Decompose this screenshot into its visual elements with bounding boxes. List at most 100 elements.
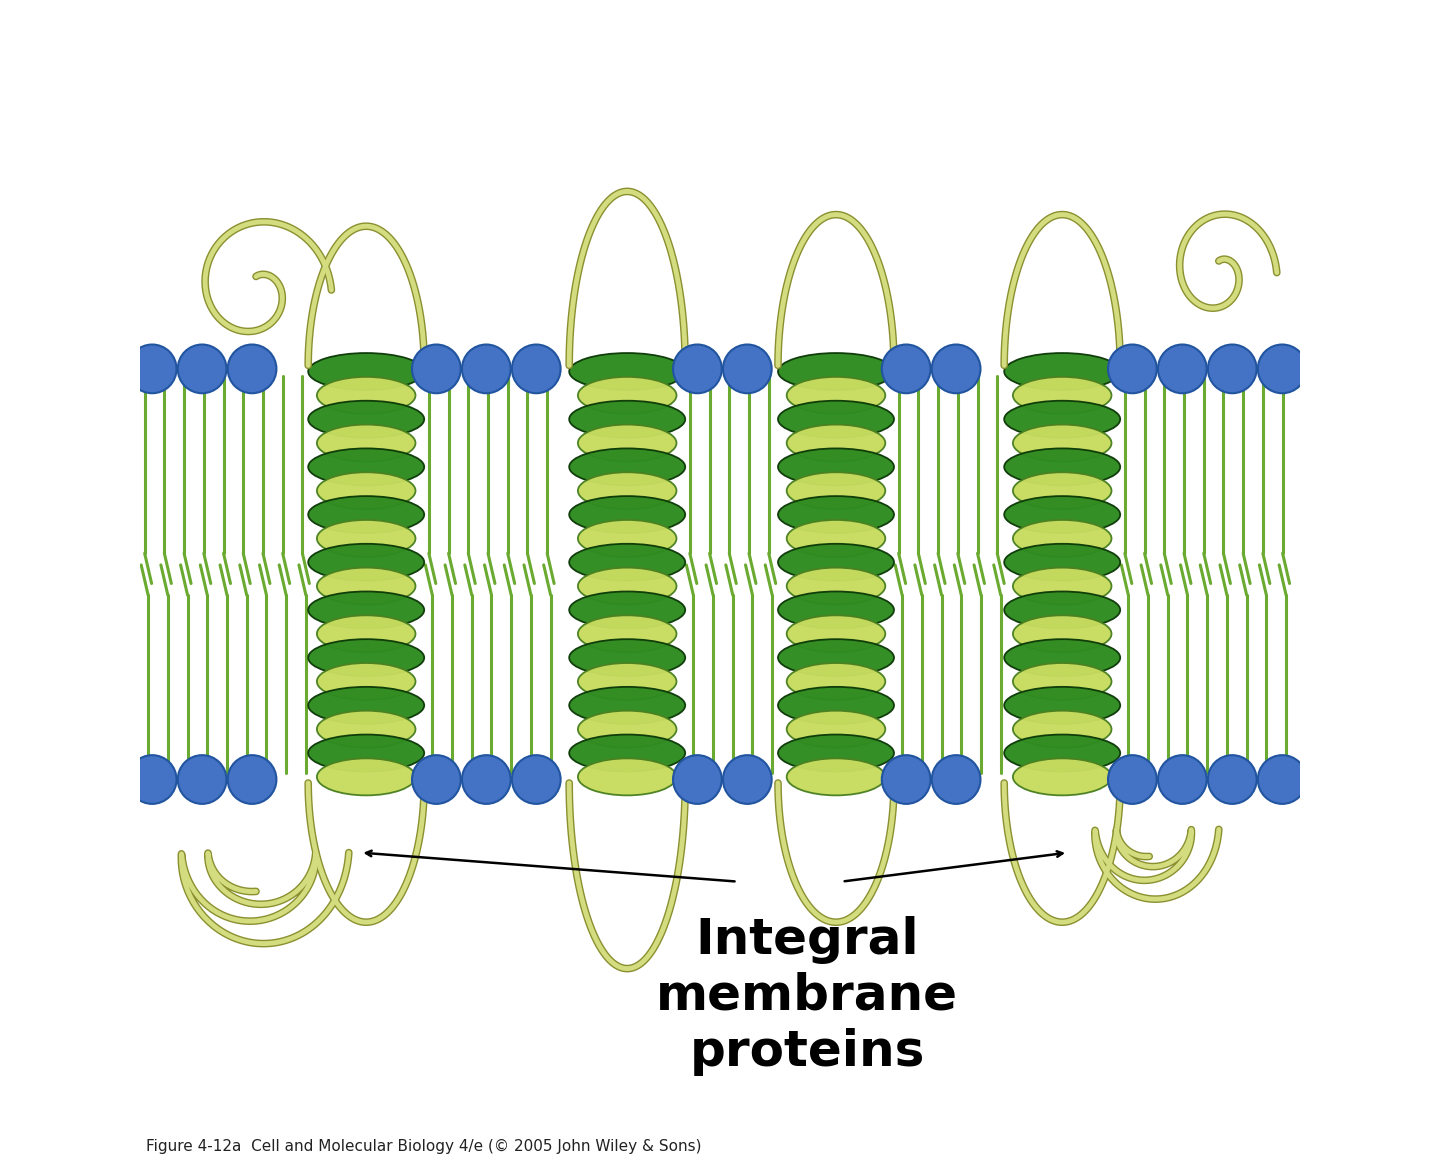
Circle shape <box>228 755 276 804</box>
Ellipse shape <box>1012 425 1112 462</box>
Ellipse shape <box>308 639 425 676</box>
Ellipse shape <box>778 353 894 390</box>
Circle shape <box>1257 345 1306 393</box>
Circle shape <box>128 755 177 804</box>
Circle shape <box>462 755 511 804</box>
Ellipse shape <box>1004 496 1120 534</box>
Circle shape <box>1158 345 1207 393</box>
Ellipse shape <box>786 759 886 796</box>
Ellipse shape <box>569 400 685 437</box>
Ellipse shape <box>1004 353 1120 390</box>
Circle shape <box>932 345 981 393</box>
Circle shape <box>228 345 276 393</box>
Ellipse shape <box>577 615 677 652</box>
Ellipse shape <box>577 759 677 796</box>
Ellipse shape <box>317 711 416 748</box>
Circle shape <box>1107 755 1156 804</box>
Ellipse shape <box>569 639 685 676</box>
Ellipse shape <box>778 687 894 724</box>
Ellipse shape <box>1012 520 1112 557</box>
Ellipse shape <box>308 687 425 724</box>
Ellipse shape <box>569 449 685 485</box>
Ellipse shape <box>569 353 685 390</box>
Ellipse shape <box>1004 639 1120 676</box>
Ellipse shape <box>1004 734 1120 771</box>
Ellipse shape <box>1012 567 1112 604</box>
Ellipse shape <box>308 400 425 437</box>
Ellipse shape <box>577 472 677 509</box>
Ellipse shape <box>569 687 685 724</box>
Ellipse shape <box>1012 664 1112 699</box>
Ellipse shape <box>1004 592 1120 629</box>
Ellipse shape <box>778 639 894 676</box>
Circle shape <box>1257 755 1306 804</box>
Ellipse shape <box>577 425 677 462</box>
Ellipse shape <box>317 664 416 699</box>
Ellipse shape <box>786 472 886 509</box>
Circle shape <box>1107 345 1156 393</box>
Ellipse shape <box>317 759 416 796</box>
Ellipse shape <box>308 353 425 390</box>
Text: Figure 4-12a  Cell and Molecular Biology 4/e (© 2005 John Wiley & Sons): Figure 4-12a Cell and Molecular Biology … <box>145 1139 701 1154</box>
Circle shape <box>511 755 560 804</box>
Circle shape <box>177 755 226 804</box>
Ellipse shape <box>569 592 685 629</box>
Ellipse shape <box>1004 449 1120 485</box>
Ellipse shape <box>1012 615 1112 652</box>
Ellipse shape <box>577 711 677 748</box>
Circle shape <box>881 345 930 393</box>
Ellipse shape <box>1012 711 1112 748</box>
Ellipse shape <box>577 377 677 414</box>
Ellipse shape <box>786 615 886 652</box>
Circle shape <box>672 345 721 393</box>
Ellipse shape <box>778 449 894 485</box>
Ellipse shape <box>778 592 894 629</box>
Ellipse shape <box>308 544 425 581</box>
Circle shape <box>177 345 226 393</box>
Ellipse shape <box>569 734 685 771</box>
Ellipse shape <box>1012 759 1112 796</box>
Ellipse shape <box>569 496 685 534</box>
Circle shape <box>881 755 930 804</box>
Ellipse shape <box>786 520 886 557</box>
Ellipse shape <box>317 377 416 414</box>
Ellipse shape <box>308 592 425 629</box>
Ellipse shape <box>786 567 886 604</box>
Circle shape <box>672 755 721 804</box>
Ellipse shape <box>308 734 425 771</box>
Circle shape <box>723 755 772 804</box>
Ellipse shape <box>317 425 416 462</box>
Ellipse shape <box>308 496 425 534</box>
Ellipse shape <box>778 734 894 771</box>
Ellipse shape <box>317 520 416 557</box>
Circle shape <box>462 345 511 393</box>
Ellipse shape <box>778 496 894 534</box>
Ellipse shape <box>786 711 886 748</box>
Circle shape <box>1208 755 1257 804</box>
Ellipse shape <box>317 615 416 652</box>
Circle shape <box>723 345 772 393</box>
Ellipse shape <box>1012 377 1112 414</box>
Ellipse shape <box>778 400 894 437</box>
Ellipse shape <box>1004 544 1120 581</box>
Ellipse shape <box>778 544 894 581</box>
Text: Integral
membrane
proteins: Integral membrane proteins <box>657 916 958 1075</box>
Ellipse shape <box>786 664 886 699</box>
Ellipse shape <box>317 567 416 604</box>
Ellipse shape <box>786 425 886 462</box>
Ellipse shape <box>1012 472 1112 509</box>
Ellipse shape <box>577 664 677 699</box>
Circle shape <box>412 345 461 393</box>
Circle shape <box>1158 755 1207 804</box>
Ellipse shape <box>577 567 677 604</box>
Circle shape <box>932 755 981 804</box>
Circle shape <box>412 755 461 804</box>
Ellipse shape <box>786 377 886 414</box>
Circle shape <box>128 345 177 393</box>
Circle shape <box>1208 345 1257 393</box>
Circle shape <box>511 345 560 393</box>
Ellipse shape <box>308 449 425 485</box>
Ellipse shape <box>317 472 416 509</box>
Ellipse shape <box>569 544 685 581</box>
Ellipse shape <box>1004 400 1120 437</box>
